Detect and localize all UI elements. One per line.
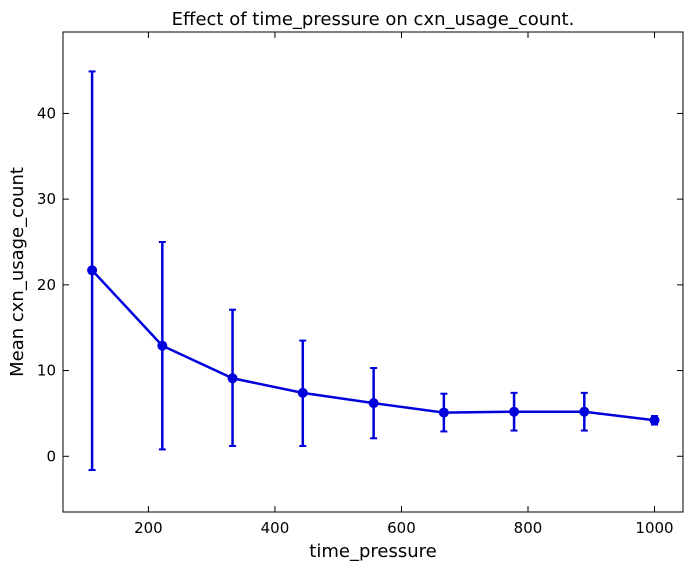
- data-point: [227, 373, 238, 384]
- data-point: [157, 340, 168, 351]
- data-point: [368, 398, 379, 409]
- chart-title: Effect of time_pressure on cxn_usage_cou…: [172, 9, 575, 30]
- x-tick-label: 800: [514, 519, 543, 537]
- data-point: [297, 387, 308, 398]
- data-point: [438, 407, 449, 418]
- data-point: [87, 265, 98, 276]
- data-point: [579, 406, 590, 417]
- x-tick-label: 1000: [635, 519, 673, 537]
- x-tick-label: 200: [134, 519, 163, 537]
- x-tick-label: 600: [387, 519, 416, 537]
- y-tick-label: 40: [37, 104, 56, 122]
- y-axis-label: Mean cxn_usage_count: [7, 167, 28, 377]
- x-tick-label: 400: [261, 519, 290, 537]
- y-tick-label: 0: [46, 447, 56, 465]
- y-tick-label: 10: [37, 362, 56, 380]
- data-point: [649, 415, 660, 426]
- data-point: [509, 406, 520, 417]
- y-tick-label: 30: [37, 190, 56, 208]
- plot-frame: [62, 31, 684, 513]
- x-axis-label: time_pressure: [309, 541, 436, 562]
- y-tick-label: 20: [37, 276, 56, 294]
